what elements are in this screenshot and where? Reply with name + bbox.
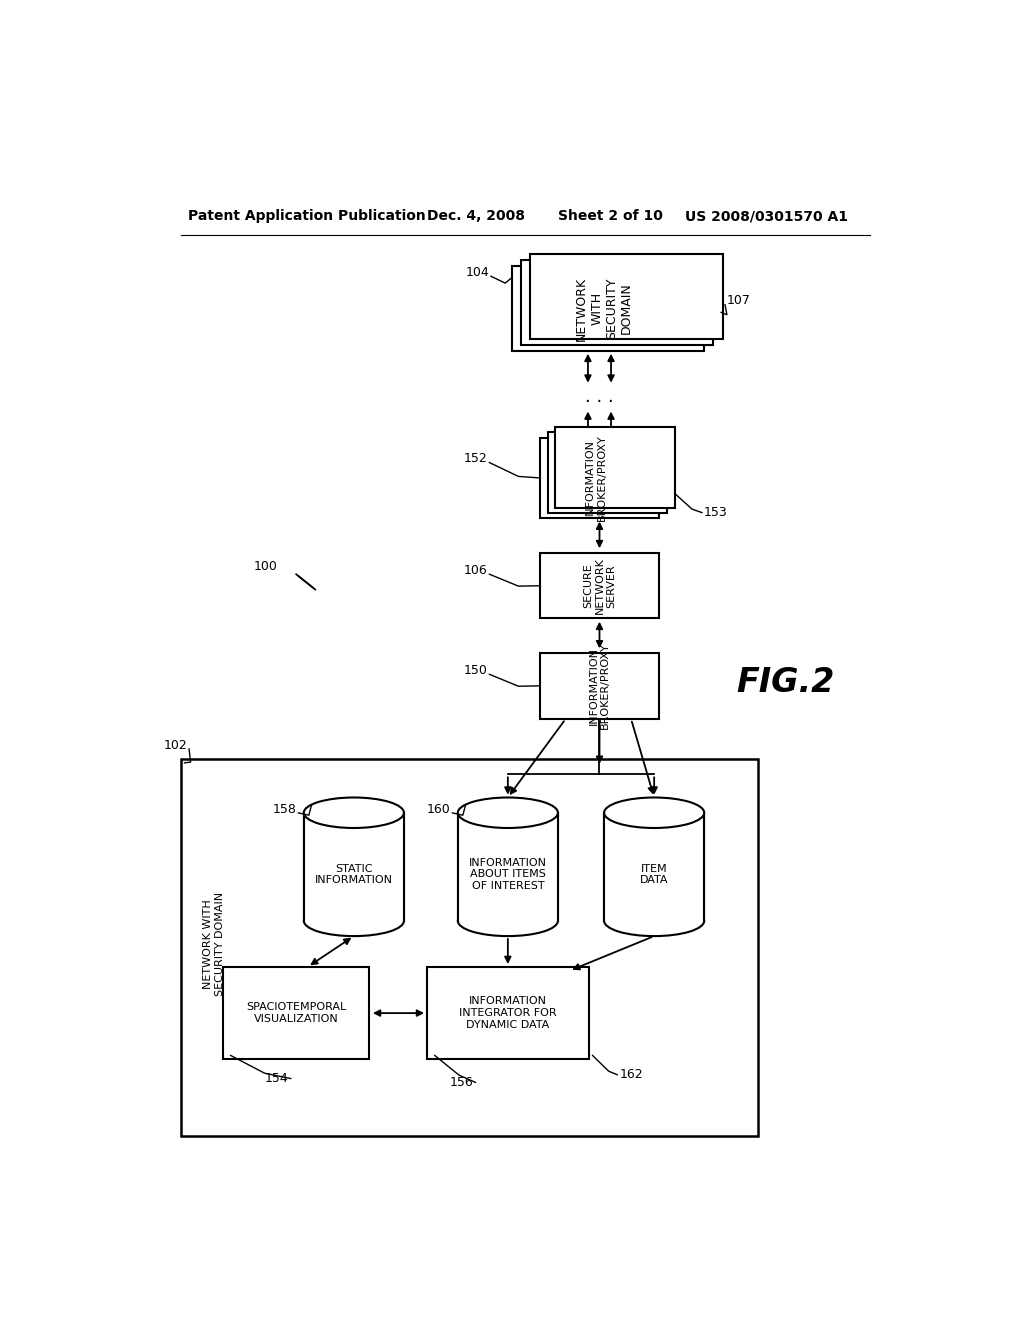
Bar [540, 653, 659, 718]
Bar [512, 267, 705, 351]
Text: 158: 158 [272, 803, 297, 816]
Text: FIG.2: FIG.2 [736, 665, 835, 698]
Text: INFORMATION
INTEGRATOR FOR
DYNAMIC DATA: INFORMATION INTEGRATOR FOR DYNAMIC DATA [459, 997, 557, 1030]
Text: SPACIOTEMPORAL
VISUALIZATION: SPACIOTEMPORAL VISUALIZATION [246, 1002, 346, 1024]
Bar [223, 966, 370, 1059]
Text: INFORMATION
BROKER/PROXY: INFORMATION BROKER/PROXY [585, 434, 606, 521]
Text: Dec. 4, 2008: Dec. 4, 2008 [427, 209, 525, 223]
Text: SECURE
NETWORK
SERVER: SECURE NETWORK SERVER [583, 557, 616, 614]
Text: ITEM
DATA: ITEM DATA [640, 863, 669, 886]
Bar [604, 813, 705, 921]
Text: 100: 100 [253, 560, 278, 573]
Bar [521, 260, 714, 345]
Bar [180, 759, 758, 1137]
Text: 150: 150 [464, 664, 487, 677]
Text: 162: 162 [620, 1068, 643, 1081]
Ellipse shape [304, 797, 403, 828]
Bar [304, 813, 403, 921]
Ellipse shape [604, 906, 705, 936]
Text: 153: 153 [703, 506, 728, 519]
Text: STATIC
INFORMATION: STATIC INFORMATION [314, 863, 393, 886]
Text: NETWORK WITH
SECURITY DOMAIN: NETWORK WITH SECURITY DOMAIN [203, 892, 224, 995]
Ellipse shape [604, 797, 705, 828]
Text: INFORMATION
ABOUT ITEMS
OF INTEREST: INFORMATION ABOUT ITEMS OF INTEREST [469, 858, 547, 891]
Ellipse shape [304, 906, 403, 936]
Text: 156: 156 [450, 1076, 473, 1089]
Bar [555, 426, 675, 508]
Text: NETWORK
WITH
SECURITY
DOMAIN: NETWORK WITH SECURITY DOMAIN [575, 276, 633, 341]
Text: US 2008/0301570 A1: US 2008/0301570 A1 [685, 209, 848, 223]
Bar [548, 432, 667, 513]
Text: Patent Application Publication: Patent Application Publication [188, 209, 426, 223]
Text: INFORMATION
BROKER/PROXY: INFORMATION BROKER/PROXY [589, 643, 610, 729]
Ellipse shape [458, 906, 558, 936]
Text: Sheet 2 of 10: Sheet 2 of 10 [558, 209, 663, 223]
Text: 102: 102 [164, 739, 187, 751]
Text: 152: 152 [464, 453, 487, 465]
Text: 160: 160 [427, 803, 451, 816]
Bar [458, 813, 558, 921]
Text: 106: 106 [464, 564, 487, 577]
Bar [530, 253, 723, 339]
Text: 107: 107 [727, 294, 751, 308]
Ellipse shape [458, 797, 558, 828]
Bar [540, 553, 659, 619]
Bar [540, 437, 659, 519]
Text: . . .: . . . [585, 388, 613, 407]
Text: 154: 154 [265, 1072, 289, 1085]
Text: 104: 104 [465, 265, 488, 279]
Bar [427, 966, 589, 1059]
